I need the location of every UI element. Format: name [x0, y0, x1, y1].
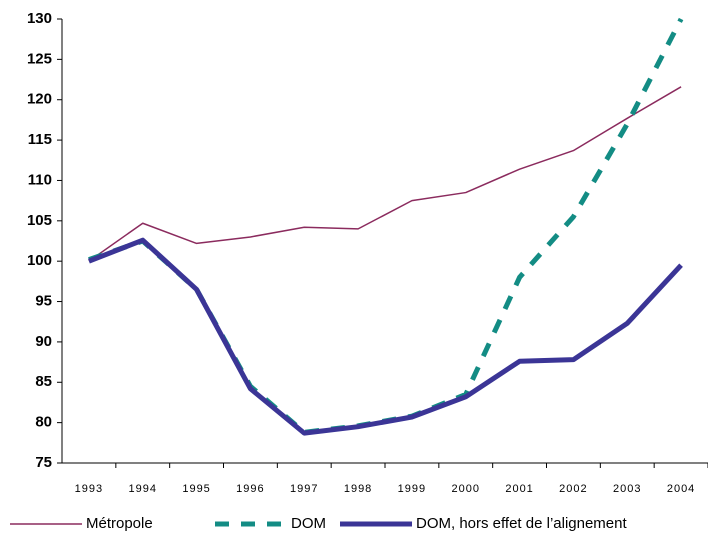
y-tick-label: 80: [35, 414, 52, 431]
y-tick-label: 75: [35, 454, 52, 471]
x-tick-label: 1996: [236, 483, 264, 495]
x-tick-label: 1995: [182, 483, 210, 495]
y-tick-label: 130: [27, 10, 52, 27]
x-tick-label: 2000: [452, 483, 480, 495]
x-tick-label: 1997: [290, 483, 318, 495]
x-tick-label: 2004: [667, 483, 695, 495]
x-tick-label: 2002: [559, 483, 587, 495]
legend-label: DOM, hors effet de l’alignement: [416, 515, 627, 532]
x-tick-label: 1993: [75, 483, 103, 495]
y-tick-label: 90: [35, 333, 52, 350]
y-tick-label: 110: [28, 171, 52, 188]
x-tick-label: 1994: [129, 483, 157, 495]
x-tick-label: 2001: [505, 483, 533, 495]
series-line: [88, 86, 682, 262]
y-tick-label: 105: [27, 212, 52, 229]
y-tick-label: 120: [27, 91, 52, 108]
y-tick-label: 85: [35, 373, 52, 390]
y-tick-label: 100: [27, 252, 52, 269]
x-tick-label: 2003: [613, 483, 641, 495]
series-line: [88, 237, 683, 436]
legend-label: DOM: [291, 515, 326, 532]
series-line: [88, 17, 684, 435]
y-tick-label: 115: [28, 131, 52, 148]
legend-label: Métropole: [86, 515, 153, 532]
y-tick-label: 125: [27, 50, 52, 67]
y-tick-label: 95: [35, 293, 52, 310]
x-tick-label: 1999: [398, 483, 426, 495]
x-tick-label: 1998: [344, 483, 372, 495]
